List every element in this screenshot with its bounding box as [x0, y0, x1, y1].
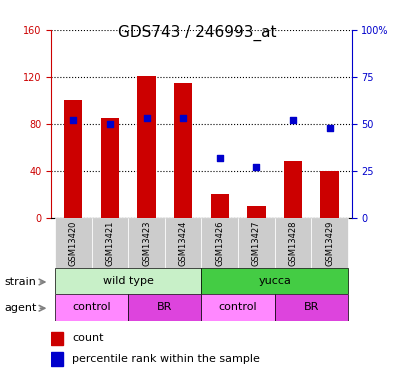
Text: yucca: yucca: [258, 276, 291, 286]
Bar: [128, 294, 201, 321]
Bar: [201, 294, 275, 321]
Bar: [51, 352, 63, 366]
Point: [253, 164, 260, 170]
Text: control: control: [72, 303, 111, 312]
Text: strain: strain: [4, 277, 36, 287]
Text: GSM13427: GSM13427: [252, 220, 261, 266]
Bar: [137, 76, 156, 217]
Point: [107, 121, 113, 127]
Text: BR: BR: [304, 303, 319, 312]
Text: agent: agent: [4, 303, 36, 313]
Bar: [284, 161, 302, 218]
Bar: [238, 217, 275, 268]
Bar: [247, 206, 265, 218]
Bar: [211, 194, 229, 217]
Text: GSM13420: GSM13420: [69, 220, 78, 266]
Point: [143, 115, 150, 121]
Bar: [174, 83, 192, 218]
Point: [290, 117, 296, 123]
Text: GSM13426: GSM13426: [215, 220, 224, 266]
Point: [216, 154, 223, 160]
Text: GSM13429: GSM13429: [325, 220, 334, 266]
Text: BR: BR: [157, 303, 173, 312]
Point: [180, 115, 186, 121]
Text: wild type: wild type: [103, 276, 154, 286]
Bar: [311, 217, 348, 268]
Bar: [201, 268, 348, 294]
Bar: [51, 332, 63, 345]
Text: percentile rank within the sample: percentile rank within the sample: [72, 354, 260, 364]
Bar: [64, 100, 83, 218]
Text: GSM13423: GSM13423: [142, 220, 151, 266]
Text: GDS743 / 246993_at: GDS743 / 246993_at: [118, 24, 277, 40]
Bar: [55, 294, 128, 321]
Bar: [92, 217, 128, 268]
Point: [70, 117, 77, 123]
Bar: [55, 268, 201, 294]
Bar: [101, 118, 119, 218]
Text: GSM13424: GSM13424: [179, 220, 188, 266]
Bar: [201, 217, 238, 268]
Bar: [320, 171, 339, 217]
Bar: [275, 217, 311, 268]
Text: control: control: [219, 303, 258, 312]
Text: GSM13421: GSM13421: [105, 220, 115, 266]
Bar: [128, 217, 165, 268]
Text: count: count: [72, 333, 104, 344]
Bar: [165, 217, 201, 268]
Bar: [55, 217, 92, 268]
Point: [326, 124, 333, 130]
Text: GSM13428: GSM13428: [288, 220, 297, 266]
Bar: [275, 294, 348, 321]
